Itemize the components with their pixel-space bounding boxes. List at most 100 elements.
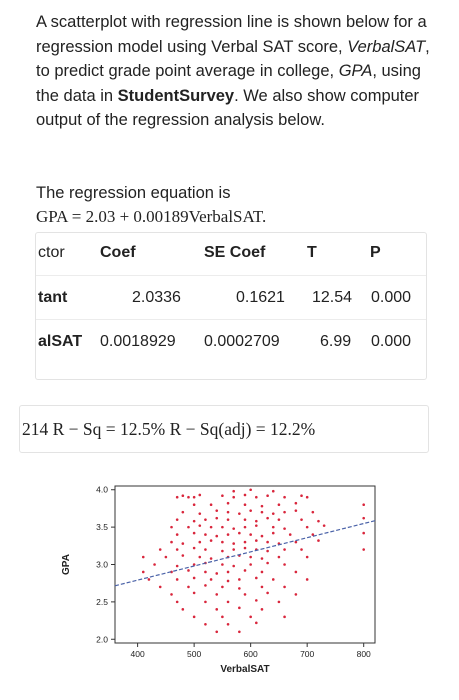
equation-label: The regression equation is (36, 184, 231, 202)
data-point (181, 510, 185, 514)
data-point (181, 542, 185, 545)
regression-table[interactable]: ctor Coef SE Coef T P tant 2.0336 0.1621… (35, 232, 427, 380)
data-point (209, 539, 213, 542)
axis-labels: 400 500 600 700 800 2.0 2.5 3.0 3.5 4.0 VerbalSAT G… (61, 485, 371, 675)
data-point (260, 504, 264, 508)
data-point (255, 599, 258, 602)
data-point (198, 512, 202, 515)
data-point (305, 578, 309, 581)
data-point (238, 512, 241, 515)
data-point (305, 555, 309, 559)
data-point (362, 548, 365, 551)
data-point (266, 561, 269, 565)
data-point (277, 600, 281, 604)
x-tick-label: 800 (357, 649, 371, 659)
table-cell-se-coef: 0.1621 (236, 289, 285, 306)
table-header-p: P (370, 244, 381, 261)
data-point (266, 516, 269, 520)
data-point (305, 495, 309, 499)
data-point (192, 546, 196, 550)
data-point (209, 557, 213, 560)
data-point (283, 527, 286, 530)
data-point (215, 572, 219, 575)
x-tick-label: 500 (187, 649, 201, 659)
table-cell-p: 0.000 (371, 333, 412, 350)
data-point (300, 548, 303, 551)
data-point (187, 585, 190, 589)
data-point (232, 548, 235, 551)
data-point (362, 531, 365, 535)
x-axis-title: VerbalSAT (220, 664, 269, 675)
data-point (249, 555, 252, 559)
data-point (260, 570, 264, 574)
data-point (187, 495, 190, 499)
data-point (283, 615, 286, 619)
data-point (266, 540, 269, 544)
data-point (294, 540, 298, 544)
data-point (243, 525, 247, 529)
data-point (181, 554, 185, 557)
data-point (283, 510, 286, 514)
y-tick-label: 2.0 (96, 634, 108, 644)
data-point (266, 494, 269, 498)
data-point (226, 501, 230, 505)
table-divider (36, 319, 426, 320)
data-point (221, 563, 224, 566)
x-tick-label: 400 (131, 649, 145, 659)
data-point (255, 539, 258, 542)
data-point (232, 489, 235, 493)
data-point (170, 525, 173, 529)
data-point (204, 533, 207, 536)
data-point (249, 488, 252, 492)
data-point (243, 569, 247, 572)
table-row-label: alSAT (38, 333, 83, 350)
data-point (311, 533, 315, 536)
data-point (232, 527, 235, 530)
data-point (294, 501, 298, 505)
data-point (158, 585, 162, 589)
data-point (243, 540, 247, 544)
data-point (175, 518, 179, 521)
data-point (170, 540, 173, 544)
data-point (260, 557, 264, 560)
data-point (271, 578, 275, 581)
plot-axes (111, 485, 376, 647)
data-point (164, 555, 168, 559)
table-row-label: tant (38, 289, 68, 306)
y-tick-label: 3.0 (96, 560, 108, 570)
model-summary-box[interactable]: 214 R − Sq = 12.5% R − Sq(adj) = 12.2% (19, 405, 429, 453)
x-tick-label: 600 (244, 649, 258, 659)
data-point (215, 516, 219, 520)
data-point (181, 494, 185, 498)
data-point (226, 533, 230, 536)
data-point (300, 518, 303, 521)
data-point (187, 569, 190, 572)
data-point (362, 503, 365, 506)
data-point (215, 534, 219, 538)
data-point (192, 519, 196, 523)
data-point (260, 534, 264, 538)
data-point (215, 630, 219, 634)
data-point (260, 510, 264, 514)
table-header-t: T (307, 244, 317, 261)
data-point (158, 548, 162, 551)
regression-equation: GPA = 2.03 + 0.00189VerbalSAT. (36, 207, 267, 226)
data-point (198, 555, 202, 559)
data-point (192, 563, 196, 566)
data-point (147, 578, 151, 581)
data-point (221, 615, 224, 619)
data-point (238, 531, 241, 535)
data-point (238, 630, 241, 634)
data-point (198, 540, 202, 544)
data-point (209, 578, 213, 581)
data-point (283, 495, 286, 499)
data-point (175, 495, 179, 499)
data-point (192, 503, 196, 506)
data-point (317, 539, 320, 542)
data-point (271, 531, 275, 535)
data-point (249, 615, 252, 619)
data-point (192, 591, 196, 595)
data-point (266, 549, 269, 553)
data-point (277, 503, 281, 506)
data-point (249, 563, 252, 566)
